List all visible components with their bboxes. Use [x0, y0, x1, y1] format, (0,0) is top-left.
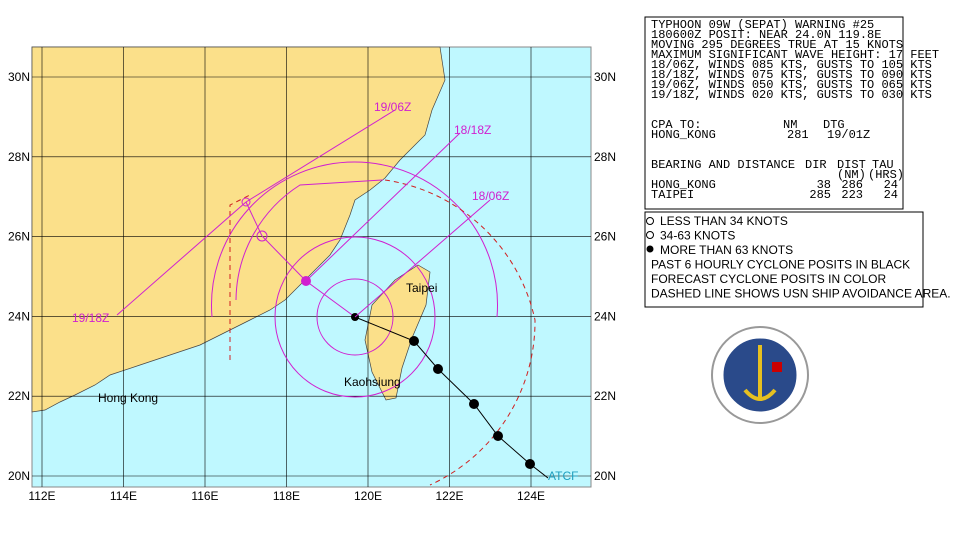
legend-line: DASHED LINE SHOWS USN SHIP AVOIDANCE ARE…: [651, 287, 951, 301]
cpa-header: DTG: [823, 118, 845, 132]
forecast-posit: [241, 197, 251, 207]
label-leaders: [116, 109, 491, 318]
bearing-header: DIST: [837, 158, 866, 172]
lat-label: 30N: [8, 70, 30, 84]
lat-label: 20N: [8, 469, 30, 483]
forecast-label: 19/18Z: [72, 311, 109, 325]
bearing-cell: 24: [884, 178, 898, 192]
bearing-header: DIR: [805, 158, 827, 172]
warning-box: [644, 16, 904, 210]
taiwan: [364, 264, 431, 401]
lat-label: 20N: [594, 469, 616, 483]
forecast-label: 18/06Z: [472, 189, 509, 203]
cpa-cell: 19/01Z: [827, 128, 870, 142]
lat-label: 26N: [594, 230, 616, 244]
legend-symbol: [646, 245, 654, 253]
lat-label: 28N: [8, 150, 30, 164]
lon-label: 116E: [191, 489, 218, 503]
warning-line: MOVING 295 DEGREES TRUE AT 15 KNOTS: [651, 38, 903, 52]
legend-box: [644, 211, 924, 308]
bearing-cell: 286: [841, 178, 863, 192]
bearing-cell: 223: [841, 188, 863, 202]
lat-label: 24N: [594, 309, 616, 323]
forecast-track: [245, 201, 356, 318]
legend-line: 34-63 KNOTS: [660, 229, 735, 243]
legend-line: FORECAST CYCLONE POSITS IN COLOR: [651, 272, 886, 286]
legend-symbol: [646, 231, 654, 239]
warning-line: 18/06Z, WINDS 085 KTS, GUSTS TO 105 KTS: [651, 58, 932, 72]
warning-line: 19/18Z, WINDS 020 KTS, GUSTS TO 030 KTS: [651, 88, 932, 102]
wind-radii: [211, 161, 498, 398]
lon-label: 122E: [435, 489, 463, 503]
bearing-unit: (NM): [837, 168, 866, 182]
warning-line: 18/18Z, WINDS 075 KTS, GUSTS TO 090 KTS: [651, 68, 932, 82]
forecast-posit: [256, 230, 268, 242]
lon-label: 114E: [110, 489, 137, 503]
warning-line: 19/06Z, WINDS 050 KTS, GUSTS TO 065 KTS: [651, 78, 932, 92]
warning-line: MAXIMUM SIGNIFICANT WAVE HEIGHT: 17 FEET: [651, 48, 939, 62]
lat-label: 28N: [594, 150, 616, 164]
lon-label: 120E: [354, 489, 382, 503]
credit: ATCF: [548, 469, 578, 483]
bearing-cell: 38: [817, 178, 831, 192]
legend-line: MORE THAN 63 KNOTS: [660, 243, 793, 257]
lat-label: 22N: [594, 389, 616, 403]
lon-label: 112E: [28, 489, 55, 503]
bearing-cell: 285: [809, 188, 831, 202]
bearing-cell: 24: [884, 188, 898, 202]
warning-line: 180600Z POSIT: NEAR 24.0N 119.8E: [651, 28, 881, 42]
avoidance-area: [229, 179, 536, 486]
place-label: Hong Kong: [98, 391, 158, 405]
legend-line: PAST 6 HOURLY CYCLONE POSITS IN BLACK: [651, 258, 910, 272]
lat-label: 22N: [8, 389, 30, 403]
cpa-cell: HONG_KONG: [651, 128, 716, 142]
warning-line: TYPHOON 09W (SEPAT) WARNING #25: [651, 18, 874, 32]
lon-label: 124E: [517, 489, 545, 503]
lat-label: 26N: [8, 230, 30, 244]
bearing-cell: TAIPEI: [651, 188, 694, 202]
bearing-header: TAU: [872, 158, 894, 172]
lat-label: 24N: [8, 309, 30, 323]
legend-line: LESS THAN 34 KNOTS: [660, 214, 788, 228]
bearing-unit: (HRS): [868, 168, 904, 182]
lat-label: 30N: [594, 70, 616, 84]
lon-label: 118E: [273, 489, 300, 503]
grid: [32, 47, 591, 487]
legend-symbol: [646, 217, 654, 225]
mainland: [31, 46, 446, 413]
cpa-header: NM: [783, 118, 797, 132]
place-label: Taipei: [406, 281, 437, 295]
place-label: Kaohsiung: [344, 375, 401, 389]
cpa-cell: 281: [787, 128, 809, 142]
forecast-label: 19/06Z: [374, 100, 411, 114]
forecast-label: 18/18Z: [454, 123, 491, 137]
bearing-header: BEARING AND DISTANCE: [651, 158, 795, 172]
bearing-cell: HONG_KONG: [651, 178, 716, 192]
logo: [711, 326, 809, 424]
cpa-header: CPA TO:: [651, 118, 701, 132]
